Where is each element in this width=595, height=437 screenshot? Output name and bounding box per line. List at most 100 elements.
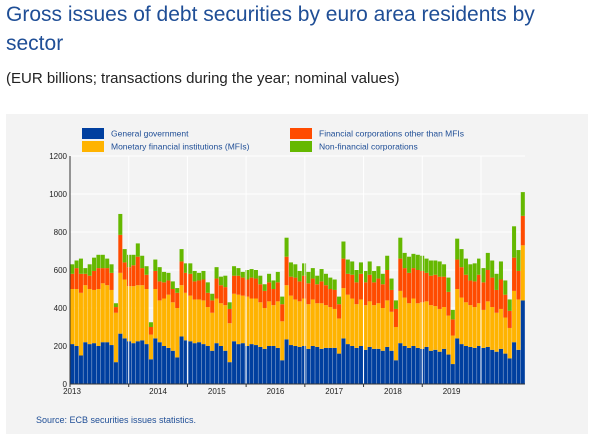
bar-segment-s3-2 (78, 258, 83, 274)
bar-segment-s1-100 (507, 327, 512, 359)
bar-segment-s2-55 (310, 278, 315, 300)
bar-segment-s0-23 (170, 350, 175, 384)
bar-segment-s2-53 (302, 275, 307, 299)
bar-segment-s3-34 (218, 276, 223, 286)
bar-segment-s3-68 (367, 261, 372, 275)
bar-segment-s1-61 (337, 318, 342, 354)
bar-segment-s0-85 (442, 348, 447, 384)
bar-segment-s3-67 (363, 270, 368, 283)
bar-segment-s1-39 (240, 295, 245, 344)
y-tick-label: 1200 (49, 152, 67, 161)
bar-segment-s1-91 (468, 305, 473, 347)
bar-segment-s0-15 (135, 341, 140, 384)
bar-segment-s0-71 (380, 350, 385, 384)
bar-segment-s1-31 (205, 307, 210, 346)
x-tick-label: 2017 (325, 387, 343, 396)
bar-segment-s0-76 (402, 346, 407, 384)
bar-segment-s1-22 (166, 294, 171, 348)
bar-segment-s0-45 (267, 346, 272, 384)
bar-segment-s0-21 (162, 346, 167, 384)
bar-segment-s0-74 (393, 360, 398, 384)
chart-subtitle: (EUR billions; transactions during the y… (6, 70, 400, 87)
bar-segment-s3-97 (494, 273, 499, 290)
bar-segment-s0-8 (105, 342, 110, 384)
bar-segment-s3-65 (354, 270, 359, 283)
bar-segment-s0-7 (100, 342, 105, 384)
bar-segment-s3-93 (477, 258, 482, 275)
bar-segment-s2-28 (192, 281, 197, 300)
y-tick-label: 800 (54, 228, 68, 237)
bar-segment-s2-18 (148, 327, 153, 335)
bar-segment-s2-21 (162, 282, 167, 299)
bar-segment-s3-99 (503, 280, 508, 295)
bar-segment-s3-94 (481, 268, 486, 283)
bar-segment-s1-53 (302, 298, 307, 346)
bar-segment-s3-54 (306, 271, 311, 284)
bar-segment-s2-61 (337, 304, 342, 319)
bar-segment-s1-65 (354, 304, 359, 348)
bar-segment-s0-11 (118, 333, 123, 384)
bar-segment-s0-35 (223, 350, 228, 384)
bar-segment-s0-87 (450, 364, 455, 384)
bar-segment-s0-78 (411, 346, 416, 384)
bar-segment-s2-95 (485, 270, 490, 302)
bar-segment-s0-102 (516, 349, 521, 384)
bar-segment-s1-50 (288, 295, 293, 346)
bar-segment-s0-53 (302, 346, 307, 384)
bar-segment-s2-2 (78, 273, 83, 293)
bar-segment-s2-73 (389, 289, 394, 312)
bar-segment-s0-48 (280, 360, 285, 384)
bar-segment-s2-77 (407, 272, 412, 304)
bar-segment-s2-20 (157, 281, 162, 301)
bar-segment-s3-11 (118, 213, 123, 235)
bar-segment-s3-69 (372, 270, 377, 283)
bar-segment-s1-93 (477, 303, 482, 346)
bar-segment-s1-27 (188, 295, 193, 342)
bar-segment-s0-82 (428, 350, 433, 384)
bar-segment-s2-6 (96, 268, 101, 289)
bar-segment-s2-37 (232, 275, 237, 294)
bar-segment-s2-4 (87, 275, 92, 289)
bar-segment-s2-60 (332, 289, 337, 309)
bar-segment-s2-89 (459, 267, 464, 298)
bar-segment-s1-3 (83, 285, 88, 343)
bar-segment-s3-84 (437, 261, 442, 277)
bar-segment-s3-5 (92, 257, 97, 271)
bar-segment-s3-23 (170, 281, 175, 289)
bar-segment-s1-54 (306, 304, 311, 349)
bar-segment-s3-79 (415, 254, 420, 270)
bar-segment-s2-65 (354, 282, 359, 305)
bar-segment-s0-1 (74, 346, 79, 384)
bar-segment-s2-34 (218, 285, 223, 304)
bar-segment-s3-48 (280, 296, 285, 305)
bar-segment-s1-10 (113, 312, 118, 363)
bar-segment-s2-66 (358, 273, 363, 300)
bar-segment-s3-83 (433, 260, 438, 275)
bar-segment-s2-91 (468, 280, 473, 306)
bar-segment-s1-64 (350, 298, 355, 346)
legend-swatch-0 (82, 128, 104, 139)
bar-segment-s1-78 (411, 298, 416, 346)
bar-segment-s0-57 (319, 348, 324, 384)
bar-segment-s3-4 (87, 264, 92, 276)
bar-segment-s3-77 (407, 256, 412, 273)
bar-segment-s0-100 (507, 358, 512, 384)
bar-segment-s2-92 (472, 281, 477, 308)
bar-segment-s3-37 (232, 266, 237, 276)
bar-segment-s3-30 (201, 270, 206, 280)
bar-segment-s0-24 (175, 357, 180, 384)
bar-segment-s3-101 (512, 226, 517, 258)
bar-segment-s3-59 (328, 277, 333, 289)
bar-segment-s3-25 (179, 249, 184, 262)
x-tick-label: 2013 (63, 387, 81, 396)
bar-segment-s0-93 (477, 346, 482, 384)
bar-segment-s0-103 (520, 300, 525, 384)
bar-segment-s0-84 (437, 351, 442, 384)
bar-segment-s0-49 (284, 339, 289, 384)
bar-segment-s3-91 (468, 264, 473, 281)
bar-segment-s2-41 (249, 277, 254, 299)
bar-segment-s2-69 (372, 282, 377, 306)
bar-segment-s1-9 (109, 289, 114, 346)
bar-segment-s0-73 (389, 350, 394, 384)
bar-segment-s1-67 (363, 305, 368, 350)
